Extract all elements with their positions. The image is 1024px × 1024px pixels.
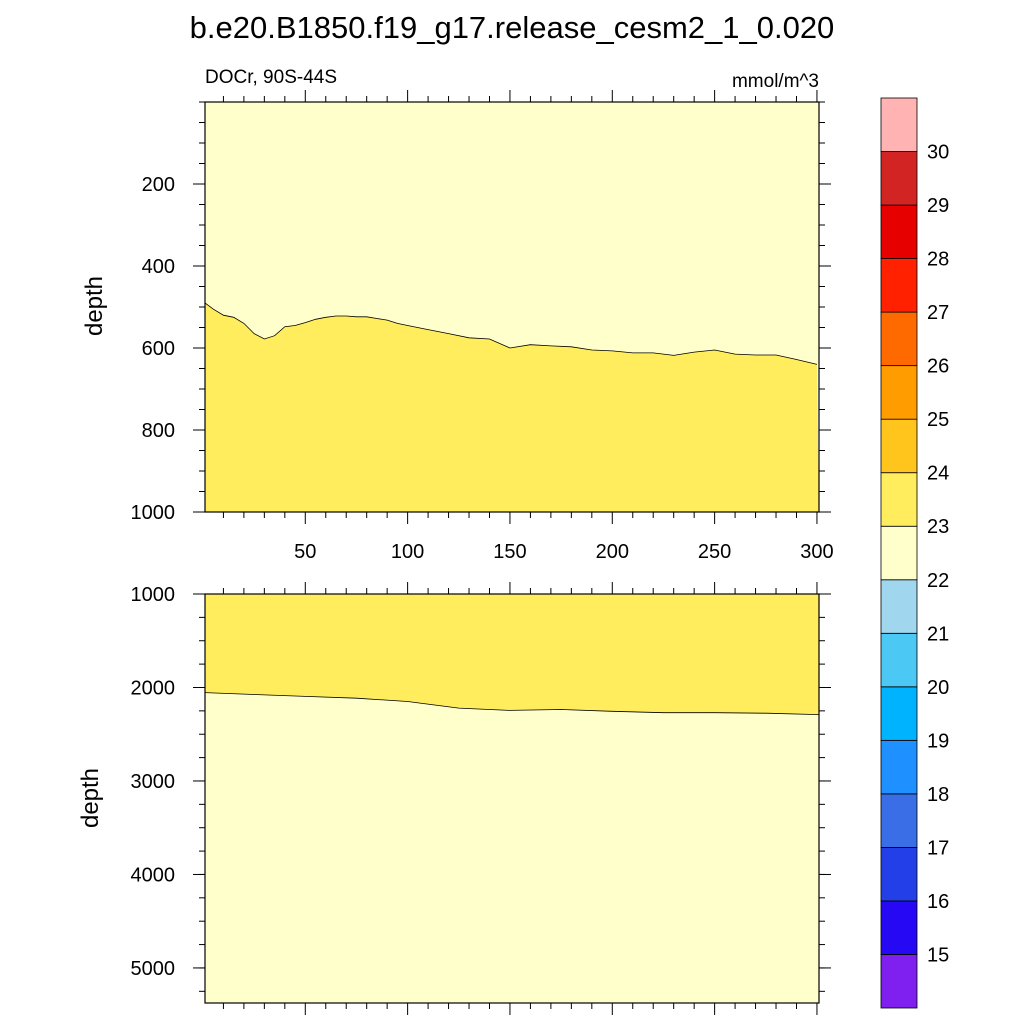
colorbar-label: 27	[927, 302, 949, 324]
colorbar-label: 21	[927, 623, 949, 645]
colorbar-swatch	[880, 365, 918, 420]
colorbar-label: 26	[927, 356, 949, 378]
colorbar-label: 18	[927, 784, 949, 806]
lower-panel: 1000 2000 3000 4000 5000	[131, 582, 831, 1015]
colorbar-swatch	[880, 525, 918, 581]
lower-y-axis-label: depth	[77, 768, 104, 828]
x-tick-label: 300	[800, 541, 833, 563]
colorbar-label: 16	[927, 891, 949, 913]
y-tick-label: 1000	[131, 502, 176, 524]
x-tick-label: 50	[294, 541, 316, 563]
colorbar-swatch	[880, 954, 918, 1009]
y-tick-label: 2000	[131, 677, 176, 699]
region-22-23	[205, 102, 819, 365]
left-subtitle: DOCr, 90S-44S	[205, 67, 337, 88]
colorbar-swatch	[880, 472, 918, 527]
colorbar-swatch	[880, 418, 918, 474]
colorbar-swatch	[880, 900, 918, 955]
colorbar-swatch	[880, 151, 918, 206]
colorbar-label: 24	[927, 463, 949, 485]
colorbar-swatch	[880, 204, 918, 259]
colorbar-label: 28	[927, 249, 949, 271]
colorbar-label: 22	[927, 570, 949, 592]
colorbar: 15 16 17 18 19 20 21 22 23 24 25 26 27 28 29 30	[880, 97, 949, 1009]
colorbar-swatch	[880, 793, 918, 848]
y-tick-label: 4000	[131, 864, 176, 886]
colorbar-swatch	[880, 739, 918, 795]
colorbar-swatch	[880, 632, 918, 688]
plot-frame	[204, 593, 820, 1004]
colorbar-label: 30	[927, 142, 949, 164]
contour-line-23	[204, 302, 818, 365]
colorbar-swatch	[880, 258, 918, 313]
colorbar-swatch	[880, 847, 918, 902]
x-tick-label: 200	[596, 541, 629, 563]
y-tick-label: 5000	[131, 958, 176, 980]
colorbar-label: 23	[927, 516, 949, 538]
units-subtitle: mmol/m^3	[732, 71, 819, 92]
chart-title: b.e20.B1850.f19_g17.release_cesm2_1_0.02…	[190, 10, 835, 45]
y-tick-label: 3000	[131, 771, 176, 793]
region-22-23	[205, 692, 819, 1003]
colorbar-label: 20	[927, 677, 949, 699]
y-tick-label: 400	[142, 256, 175, 278]
colorbar-label: 17	[927, 837, 949, 859]
colorbar-swatch	[880, 686, 918, 741]
upper-y-axis-label: depth	[81, 276, 108, 336]
x-tick-label: 150	[493, 541, 526, 563]
colorbar-swatch	[880, 97, 918, 152]
colorbar-swatch	[880, 579, 918, 634]
colorbar-swatch	[880, 311, 918, 367]
colorbar-label: 15	[927, 944, 949, 966]
y-tick-label: 800	[142, 420, 175, 442]
region-23-24	[205, 594, 819, 715]
x-tick-label: 100	[391, 541, 424, 563]
colorbar-label: 19	[927, 730, 949, 752]
y-tick-label: 200	[142, 174, 175, 196]
contour-line-23	[204, 692, 820, 715]
colorbar-label: 29	[927, 195, 949, 217]
colorbar-label: 25	[927, 409, 949, 431]
upper-panel: 50 100 150 200 250 300 200 400 600 800 1000	[131, 90, 834, 563]
x-tick-label: 250	[698, 541, 731, 563]
y-tick-label: 1000	[131, 584, 176, 606]
y-tick-label: 600	[142, 338, 175, 360]
region-23-24	[205, 302, 819, 512]
